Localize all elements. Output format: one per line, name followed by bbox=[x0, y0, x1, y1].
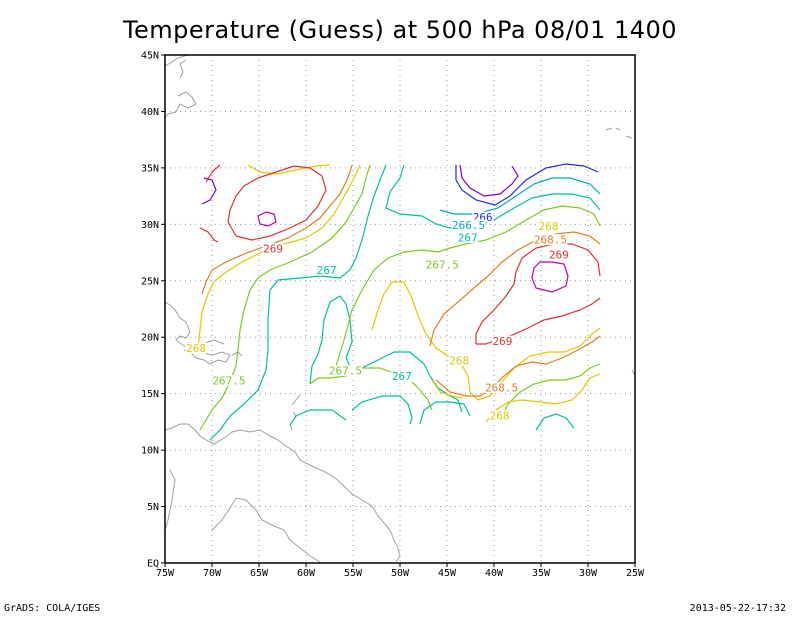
latitude-axis: EQ 5N 10N 15N 20N 25N 30N 35N 40N 45N bbox=[141, 51, 165, 570]
contour-268 bbox=[197, 164, 601, 423]
contour-267-west bbox=[209, 164, 387, 441]
y-tick-label: 35N bbox=[141, 163, 159, 174]
contour-label-bg bbox=[328, 365, 363, 377]
contour-266-5 bbox=[439, 177, 601, 215]
contour-label: 267.5 bbox=[212, 375, 245, 388]
contour-label: 268.5 bbox=[485, 382, 518, 395]
contour-267-5 bbox=[199, 164, 601, 431]
y-tick-label: 5N bbox=[147, 502, 159, 513]
contour-label: 269 bbox=[263, 243, 283, 256]
contour-269-5-west bbox=[257, 211, 277, 227]
contour-label: 268 bbox=[449, 354, 469, 367]
contour-label: 267 bbox=[458, 231, 478, 244]
contour-268-5 bbox=[201, 164, 601, 397]
contour-label: 268 bbox=[539, 220, 559, 233]
contour-label: 268 bbox=[186, 342, 206, 355]
x-tick-label: 60W bbox=[297, 568, 316, 579]
x-tick-label: 50W bbox=[391, 568, 410, 579]
x-tick-label: 55W bbox=[344, 568, 363, 579]
contour-label-bg bbox=[185, 342, 207, 354]
y-tick-label: 20N bbox=[141, 333, 159, 344]
y-tick-label: EQ bbox=[147, 559, 159, 570]
x-tick-label: 70W bbox=[203, 568, 222, 579]
footer-software-credit: GrADS: COLA/IGES bbox=[4, 603, 101, 614]
contour-label: 267 bbox=[317, 264, 337, 277]
lat-lon-grid bbox=[165, 55, 635, 563]
contour-269 bbox=[199, 164, 601, 345]
y-tick-label: 10N bbox=[141, 446, 159, 457]
contour-label: 268 bbox=[490, 410, 510, 423]
coastline-islands-east bbox=[605, 127, 635, 375]
y-tick-label: 40N bbox=[141, 107, 159, 118]
contour-label-bg bbox=[537, 220, 560, 232]
contour-label-bg bbox=[533, 234, 568, 246]
x-tick-label: 65W bbox=[250, 568, 269, 579]
contour-label-bg bbox=[451, 219, 486, 231]
contour-label-bg bbox=[472, 211, 494, 223]
footer-timestamp: 2013-05-22-17:32 bbox=[689, 603, 786, 614]
contour-label-bg bbox=[262, 243, 284, 255]
coastline-south-america bbox=[164, 423, 401, 563]
y-tick-label: 30N bbox=[141, 220, 159, 231]
contour-label-bg bbox=[316, 264, 338, 276]
x-tick-label: 75W bbox=[156, 568, 175, 579]
contour-label: 267.5 bbox=[329, 365, 362, 378]
contour-label: 269 bbox=[493, 335, 513, 348]
coastline-north-america bbox=[164, 54, 215, 119]
x-tick-label: 45W bbox=[438, 568, 457, 579]
map-title: Temperature (Guess) at 500 hPa 08/01 140… bbox=[122, 16, 678, 44]
contour-label-bg bbox=[489, 410, 511, 422]
contour-label-bg bbox=[448, 354, 470, 366]
x-tick-label: 25W bbox=[626, 568, 645, 579]
contour-label-bg bbox=[425, 258, 460, 270]
contour-labels: 266266.5267267267267.5267.5267.526826826… bbox=[185, 211, 570, 423]
contour-label: 268.5 bbox=[534, 234, 567, 247]
temperature-contours bbox=[197, 163, 601, 441]
contour-label-bg bbox=[548, 248, 570, 260]
contour-label-bg bbox=[491, 335, 514, 347]
y-tick-label: 45N bbox=[141, 51, 159, 62]
x-tick-label: 30W bbox=[579, 568, 598, 579]
contour-265-5 bbox=[201, 164, 519, 205]
contour-label-bg bbox=[457, 231, 479, 243]
contour-label: 267 bbox=[392, 370, 412, 383]
y-tick-label: 25N bbox=[141, 276, 159, 287]
map-frame bbox=[164, 54, 636, 564]
contour-label: 267.5 bbox=[426, 258, 459, 271]
longitude-axis: 75W 70W 65W 60W 55W 50W 45W 40W 35W 30W 25W bbox=[156, 563, 645, 579]
contour-267-south bbox=[289, 295, 575, 431]
x-tick-label: 40W bbox=[485, 568, 504, 579]
contour-266 bbox=[455, 163, 599, 206]
contour-label-bg bbox=[391, 370, 413, 382]
x-tick-label: 35W bbox=[532, 568, 551, 579]
contour-label-bg bbox=[484, 382, 519, 394]
contour-269-5-east bbox=[531, 261, 569, 293]
contour-label-bg bbox=[211, 375, 246, 387]
y-tick-label: 15N bbox=[141, 389, 159, 400]
contour-label: 266.5 bbox=[452, 219, 485, 232]
contour-label: 269 bbox=[549, 248, 569, 261]
coastline-lesser-antilles bbox=[164, 301, 301, 431]
